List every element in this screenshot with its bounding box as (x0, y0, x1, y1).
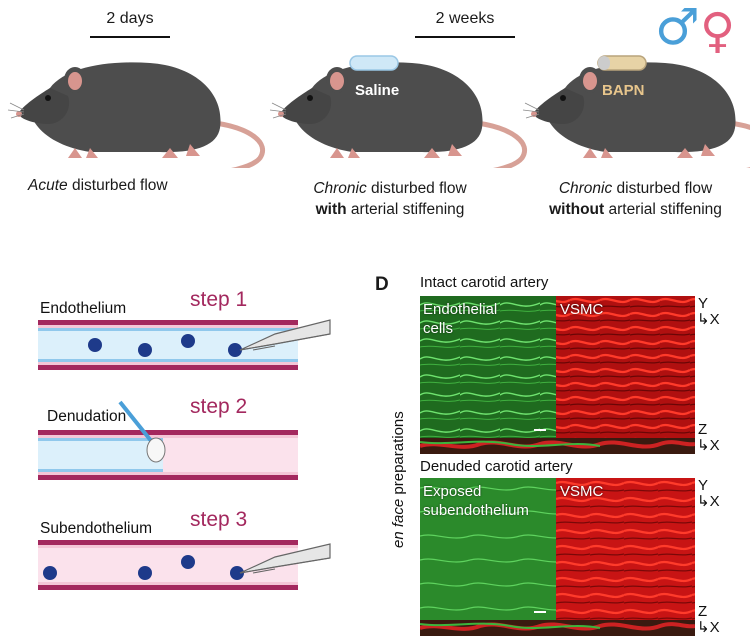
denuded-axis-z: Z (698, 603, 708, 620)
exposed-line1: Exposed (423, 483, 482, 500)
step2-label: step 2 (190, 395, 248, 418)
endothelial-line2: cells (423, 320, 454, 337)
caption-acute: Acute disturbed flow (28, 175, 208, 196)
caption-chronic-with-italic: Chronic (313, 180, 367, 197)
exposed-line2: subendothelium (423, 502, 529, 519)
en-face-rest: preparations (390, 411, 407, 499)
denuded-axis-xy-arrow: ↳X (697, 493, 720, 510)
duration-chronic-bar (415, 36, 515, 38)
caption-chronic-without: Chronic disturbed flow without arterial … (528, 178, 743, 220)
stage-subendothelium-label: Subendothelium (40, 520, 153, 537)
caption-chronic-without-bold: without (549, 201, 605, 218)
panel-letter-d: D (375, 274, 389, 295)
step1-label: step 1 (190, 288, 248, 311)
denuded-axis-zx-arrow: ↳X (697, 619, 720, 636)
denuded-vsmc-label: VSMC (560, 483, 604, 500)
stage-denudation-label: Denudation (47, 408, 127, 425)
saline-label: Saline (355, 82, 400, 99)
denuded-axis-zx: X (709, 619, 720, 636)
intact-axis-zx: X (709, 437, 720, 454)
duration-acute-label: 2 days (106, 10, 154, 27)
exposed-subendothelium-label: Exposed subendothelium (423, 482, 529, 520)
step3-label: step 3 (190, 508, 248, 531)
caption-chronic-without-italic: Chronic (558, 180, 613, 197)
vessel-step3 (38, 540, 331, 590)
intact-artery-title: Intact carotid artery (420, 274, 549, 291)
caption-chronic-without-rest: disturbed flow (612, 180, 713, 197)
denuded-artery-title: Denuded carotid artery (420, 458, 573, 475)
intact-axis-zx-arrow: ↳X (697, 437, 720, 454)
caption-chronic-without-line2: arterial stiffening (604, 201, 722, 218)
male-symbol-icon: ♂ (655, 0, 700, 56)
mouse-illustrations (0, 55, 750, 168)
denuded-micrograph (420, 478, 695, 636)
intact-axis-x: X (709, 311, 720, 328)
caption-chronic-with-bold: with (315, 201, 347, 218)
caption-chronic-with-rest: disturbed flow (366, 180, 467, 197)
intact-axis-y: Y (698, 295, 709, 312)
denuded-axis-x: X (709, 493, 720, 510)
caption-chronic-with-line2: arterial stiffening (346, 201, 465, 218)
endothelial-cells-label: Endothelial cells (423, 300, 497, 338)
intact-axis-xy-arrow: ↳X (697, 311, 720, 328)
denuded-axis-y: Y (698, 477, 709, 494)
duration-acute-bar (90, 36, 170, 38)
en-face-side-label: en face preparations (390, 411, 407, 548)
vessel-step1 (38, 319, 331, 370)
endothelial-line1: Endothelial (423, 301, 498, 318)
vessel-steps-diagram (38, 319, 331, 590)
duration-chronic-label: 2 weeks (435, 10, 495, 27)
caption-acute-italic: Acute (28, 177, 68, 194)
en-face-italic: en face (390, 498, 407, 548)
intact-axis-z: Z (698, 421, 708, 438)
female-symbol-icon: ♀ (700, 3, 736, 59)
caption-acute-rest: disturbed flow (67, 177, 168, 194)
bapn-label: BAPN (602, 82, 645, 99)
vessel-step2 (38, 400, 298, 480)
intact-micrograph (420, 296, 695, 454)
stage-endothelium-label: Endothelium (40, 300, 127, 317)
caption-chronic-with: Chronic disturbed flow with arterial sti… (290, 178, 490, 220)
intact-vsmc-label: VSMC (560, 301, 604, 318)
